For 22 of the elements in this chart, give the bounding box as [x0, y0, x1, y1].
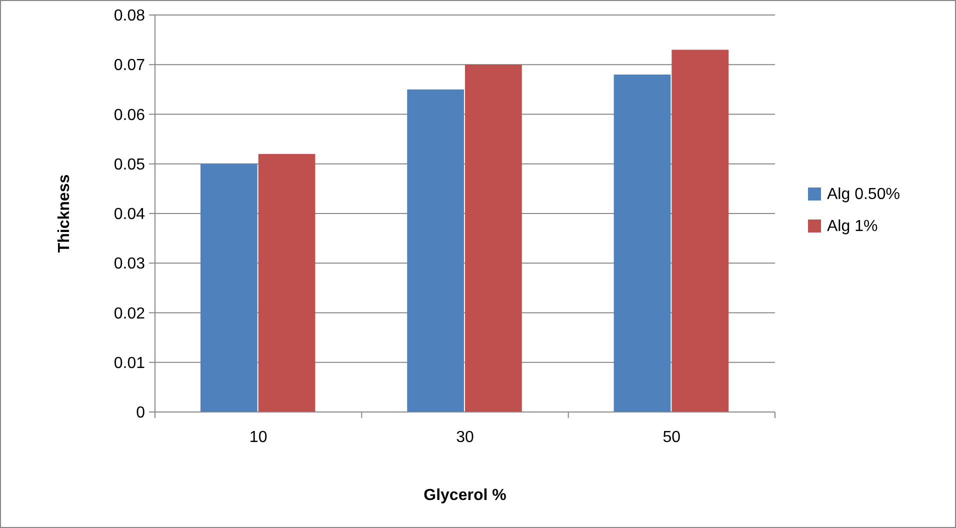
- y-tick-label: 0.05: [114, 156, 146, 174]
- y-tick-label: 0.03: [114, 256, 146, 273]
- y-tick-label: 0.07: [114, 57, 146, 74]
- bar: [407, 89, 464, 412]
- x-axis-title: Glycerol %: [424, 487, 506, 504]
- legend-label: Alg 1%: [827, 218, 878, 236]
- x-tick-label: 10: [249, 429, 268, 446]
- bar: [614, 74, 671, 412]
- y-tick-label: 0.01: [114, 354, 146, 372]
- y-axis-title: Thickness: [56, 174, 73, 253]
- x-tick-label: 50: [662, 429, 681, 446]
- y-tick-label: 0.02: [114, 305, 146, 322]
- legend-label: Alg 0.50%: [827, 186, 900, 204]
- y-tick-label: 0.04: [114, 206, 146, 224]
- bar: [672, 50, 729, 412]
- bar: [200, 164, 258, 412]
- bar: [465, 64, 522, 412]
- y-tick-label: 0.06: [114, 106, 146, 124]
- y-tick-label: 0: [136, 404, 146, 422]
- bar: [258, 154, 316, 412]
- x-tick-label: 30: [456, 429, 474, 446]
- y-tick-label: 0.08: [114, 8, 146, 25]
